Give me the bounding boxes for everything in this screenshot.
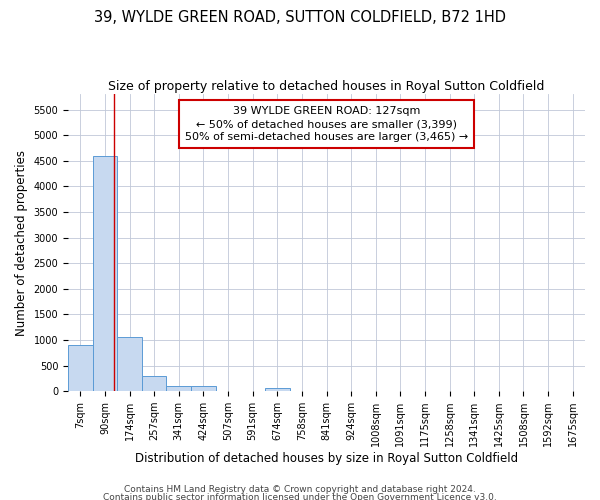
Text: 39, WYLDE GREEN ROAD, SUTTON COLDFIELD, B72 1HD: 39, WYLDE GREEN ROAD, SUTTON COLDFIELD, … <box>94 10 506 25</box>
Bar <box>92 156 117 391</box>
Bar <box>166 386 191 391</box>
Bar <box>265 388 290 391</box>
Bar <box>142 376 166 391</box>
Bar <box>191 386 216 391</box>
Bar <box>117 337 142 391</box>
Y-axis label: Number of detached properties: Number of detached properties <box>15 150 28 336</box>
Title: Size of property relative to detached houses in Royal Sutton Coldfield: Size of property relative to detached ho… <box>109 80 545 93</box>
Text: Contains public sector information licensed under the Open Government Licence v3: Contains public sector information licen… <box>103 492 497 500</box>
Text: Contains HM Land Registry data © Crown copyright and database right 2024.: Contains HM Land Registry data © Crown c… <box>124 486 476 494</box>
Bar <box>68 345 92 391</box>
Text: 39 WYLDE GREEN ROAD: 127sqm
← 50% of detached houses are smaller (3,399)
50% of : 39 WYLDE GREEN ROAD: 127sqm ← 50% of det… <box>185 106 468 142</box>
X-axis label: Distribution of detached houses by size in Royal Sutton Coldfield: Distribution of detached houses by size … <box>135 452 518 465</box>
